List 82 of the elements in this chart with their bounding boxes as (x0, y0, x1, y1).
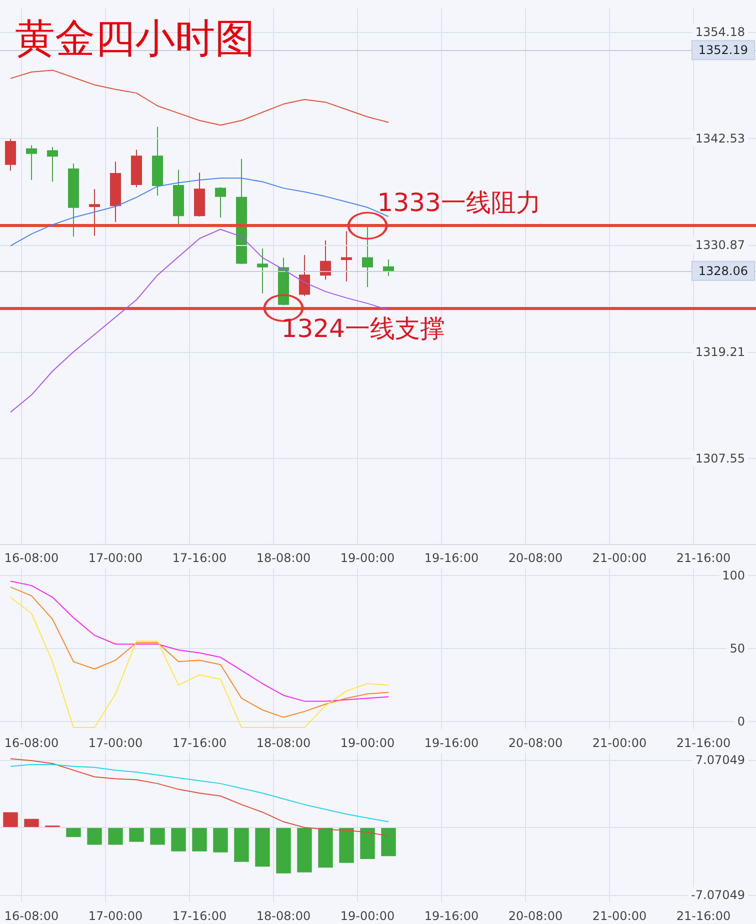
bar (339, 828, 354, 863)
x-tick-label: 18-08:00 (256, 909, 311, 923)
bar (255, 828, 270, 867)
y-tick-label: 1307.55 (695, 451, 745, 466)
line-series (10, 764, 389, 822)
candlestick (278, 257, 289, 306)
x-tick-label: 19-00:00 (340, 909, 395, 923)
annotation: 1333一线阻力 (377, 188, 541, 217)
x-tick-label: 19-16:00 (424, 909, 479, 923)
bar (297, 828, 312, 872)
x-tick-label: 19-00:00 (340, 736, 395, 750)
candlestick (257, 248, 268, 294)
bar (3, 812, 18, 828)
y-tick-label: 1342.53 (695, 132, 745, 146)
x-tick-label: 21-16:00 (676, 736, 731, 750)
y-tick-label: 1354.18 (695, 24, 745, 39)
y-tick-label: 0 (737, 714, 745, 729)
candlestick (383, 259, 394, 276)
candlestick (236, 158, 247, 265)
x-tick-label: 19-00:00 (340, 551, 395, 565)
y-tick-label: 7.07049 (695, 752, 745, 767)
x-tick-label: 18-08:00 (256, 551, 311, 565)
y-tick-label: 100 (722, 568, 745, 582)
bar (150, 828, 165, 845)
annotation: 1324一线支撑 (281, 314, 445, 344)
line-series (10, 758, 389, 837)
x-tick-label: 21-16:00 (676, 909, 731, 923)
bar (360, 828, 375, 860)
line-series (10, 580, 389, 702)
candlestick (194, 172, 205, 218)
candlestick (68, 162, 79, 238)
y-tick-label: -7.07049 (691, 888, 745, 902)
x-tick-label: 17-00:00 (88, 736, 143, 750)
candlestick (341, 230, 352, 282)
bar (276, 828, 291, 874)
x-tick-label: 21-16:00 (676, 551, 731, 565)
bar (24, 818, 39, 828)
x-tick-label: 16-08:00 (4, 551, 59, 565)
bar (318, 828, 333, 868)
x-tick-label: 19-16:00 (424, 551, 479, 565)
bar (87, 828, 102, 845)
candlestick (5, 138, 16, 172)
x-tick-label: 21-00:00 (592, 736, 647, 750)
x-tick-label: 21-00:00 (592, 909, 647, 923)
x-tick-label: 16-08:00 (4, 909, 59, 923)
y-tick-label: 1330.87 (695, 238, 745, 252)
x-tick-label: 20-08:00 (508, 736, 563, 750)
candlestick (26, 144, 37, 180)
bar (192, 828, 207, 852)
candlestick (47, 146, 58, 182)
x-tick-label: 20-08:00 (508, 551, 563, 565)
bar (129, 828, 144, 842)
candlestick (110, 161, 121, 223)
bar (381, 828, 396, 856)
x-tick-label: 20-08:00 (508, 909, 563, 923)
y-tick-label: 50 (730, 642, 745, 656)
bar (213, 828, 228, 852)
bar (234, 828, 249, 862)
x-tick-label: 17-16:00 (172, 736, 227, 750)
line-series (10, 70, 389, 126)
candlestick (320, 240, 331, 280)
y-tick-label: 1319.21 (695, 344, 745, 359)
bar (66, 828, 81, 838)
x-tick-label: 17-16:00 (172, 551, 227, 565)
ref-line-label: 1328.06 (698, 264, 748, 278)
x-tick-label: 18-08:00 (256, 736, 311, 750)
bar (171, 828, 186, 852)
x-tick-label: 21-00:00 (592, 551, 647, 565)
bar (108, 828, 123, 845)
chart-title: 黄金四小时图 (15, 16, 255, 62)
candlestick (362, 226, 373, 288)
x-tick-label: 17-00:00 (88, 909, 143, 923)
candlestick (299, 254, 310, 297)
x-tick-label: 19-16:00 (424, 736, 479, 750)
candlestick (215, 186, 226, 218)
x-tick-label: 16-08:00 (4, 736, 59, 750)
candlestick (152, 126, 163, 196)
candlestick (89, 188, 100, 236)
x-tick-label: 17-00:00 (88, 551, 143, 565)
x-tick-label: 17-16:00 (172, 909, 227, 923)
candlestick (131, 149, 142, 188)
ref-line-label: 1352.19 (698, 43, 748, 58)
